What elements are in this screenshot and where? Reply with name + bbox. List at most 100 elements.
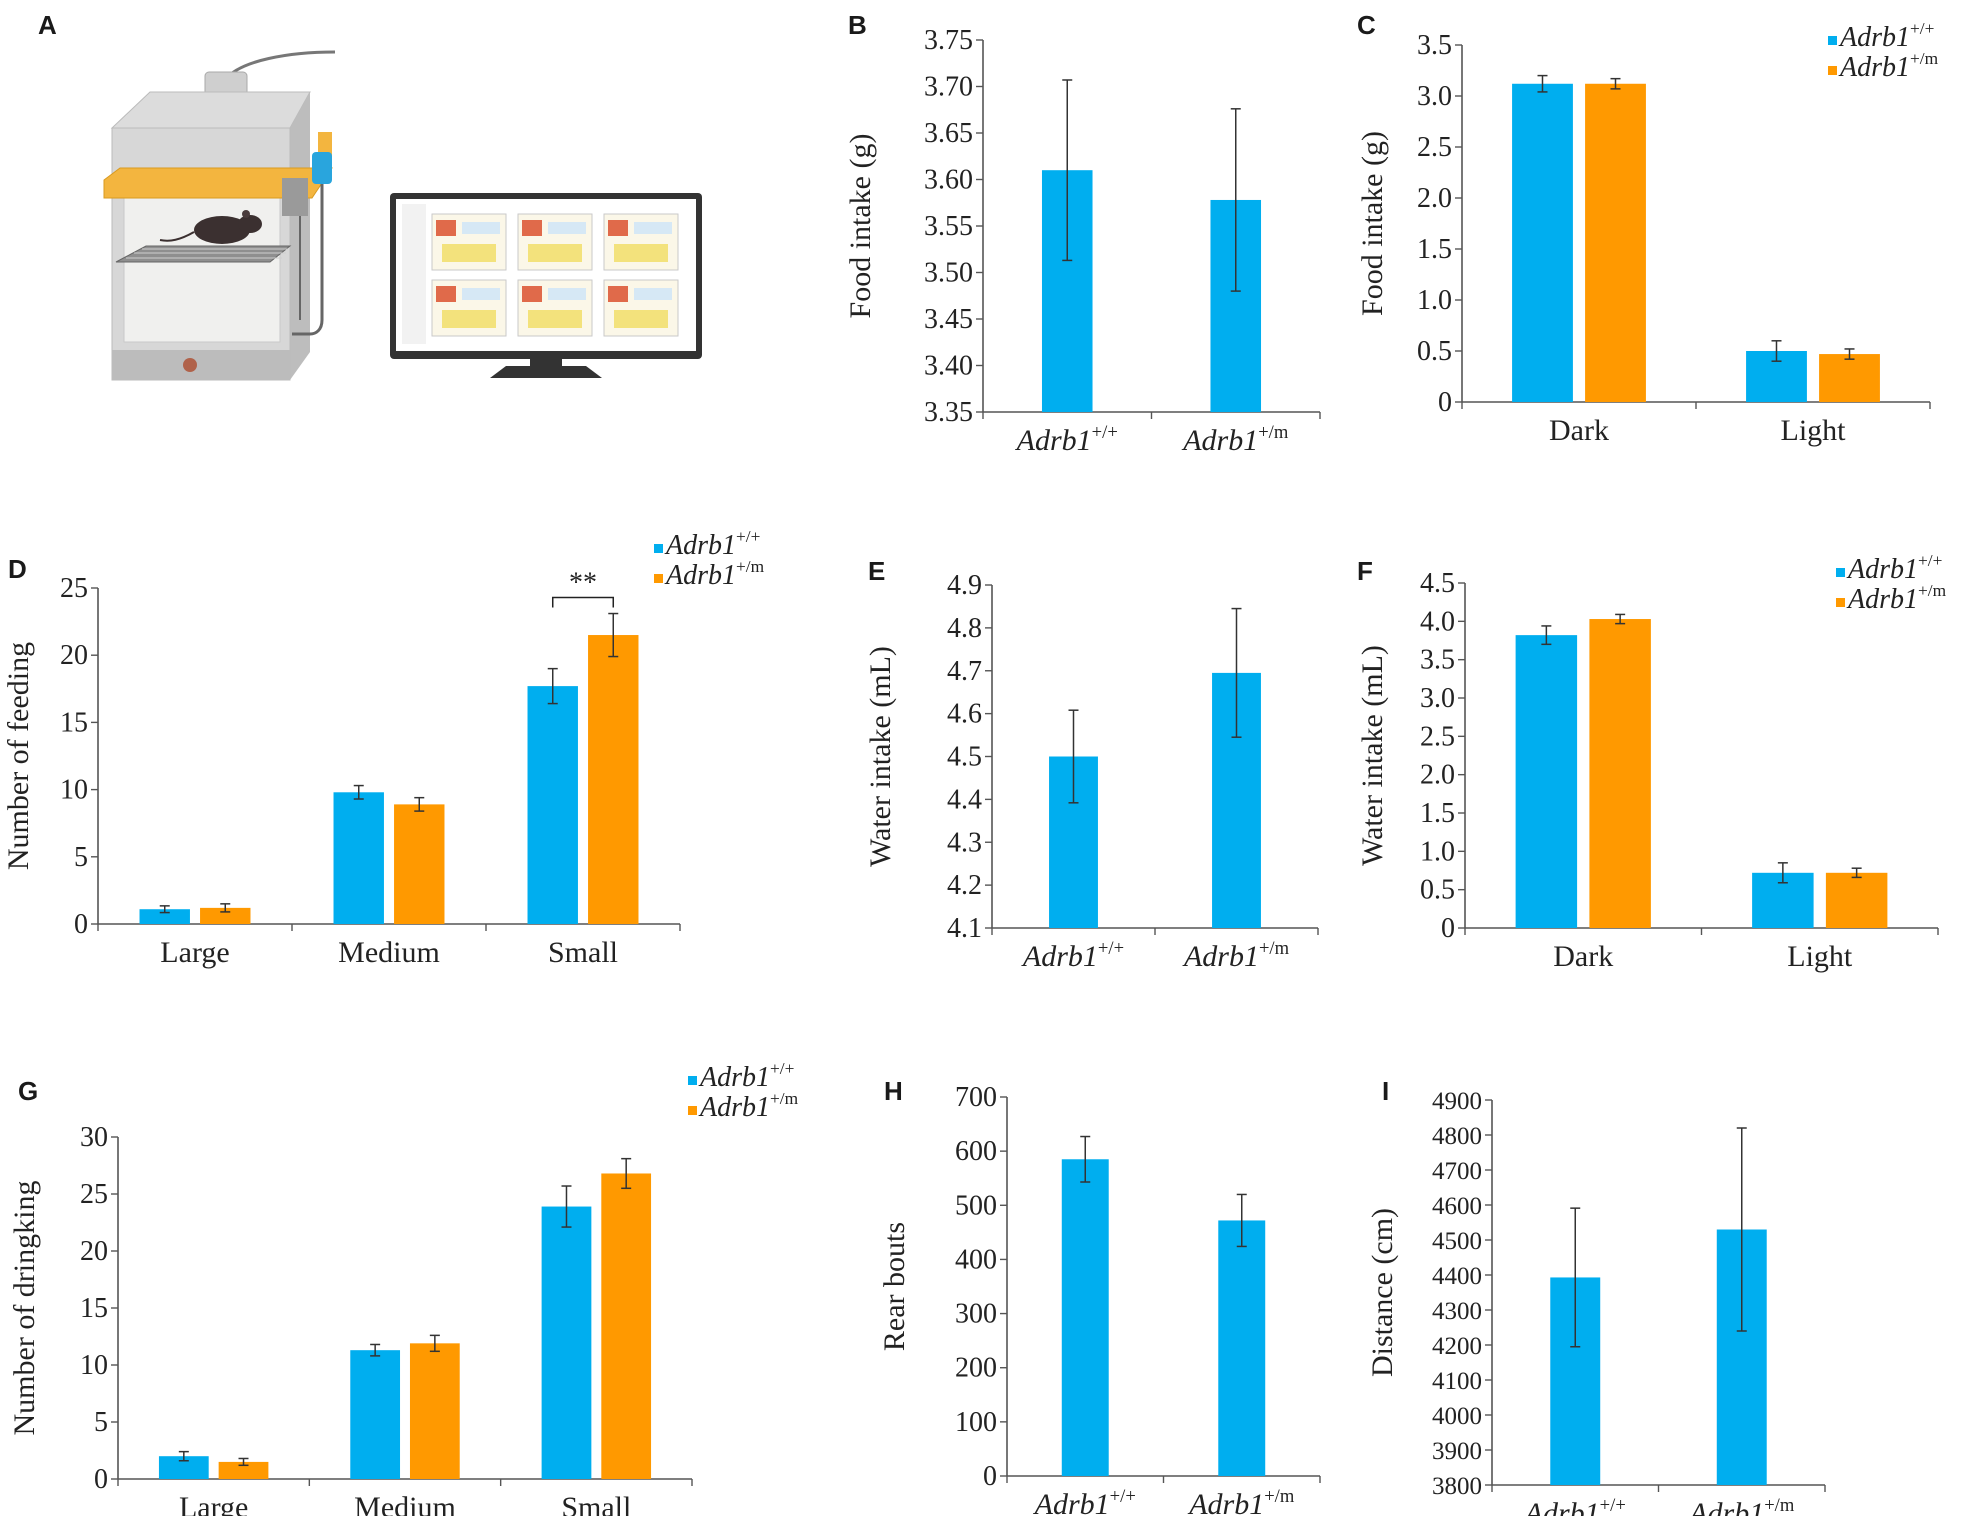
thumbnail-mark: [608, 220, 628, 236]
panel-letter-f: F: [1357, 556, 1373, 586]
legend-label: Adrb1+/+: [698, 1059, 794, 1093]
x-category-label: Large: [179, 1491, 248, 1516]
y-tick-label: 4.6: [947, 699, 982, 730]
mouse-body: [194, 216, 250, 244]
screen-content: [402, 204, 679, 344]
monitor-neck: [530, 359, 562, 367]
thumbnail-mark: [548, 288, 586, 300]
y-axis-label: Food intake (g): [1356, 131, 1389, 316]
x-category-label: Adrb1+/m: [1181, 422, 1289, 457]
y-tick-label: 300: [955, 1299, 997, 1330]
bar: [200, 907, 251, 924]
thumbnail-mark: [436, 286, 456, 302]
y-tick-label: 3.5: [1417, 30, 1452, 61]
legend-swatch: [688, 1106, 697, 1115]
y-tick-label: 700: [955, 1082, 997, 1113]
y-tick-label: 3.60: [924, 165, 973, 196]
x-category-label: Adrb1+/m: [1182, 938, 1290, 973]
panel-b: B 3.35 3.40 3.45 3.50 3.55 3.60 3.65 3.70 3.75 Foo…: [844, 10, 1321, 457]
panel-letter-b: B: [848, 10, 867, 40]
y-tick-label: 15: [60, 707, 88, 738]
x-category-label: Large: [160, 936, 229, 969]
panel-a: A: [38, 10, 702, 381]
y-tick-label: 2.0: [1417, 183, 1452, 214]
y-tick-label: 0: [1438, 387, 1452, 418]
y-tick-label: 2.5: [1417, 132, 1452, 163]
legend-label: Adrb1+/+: [664, 527, 760, 561]
bar: [158, 1456, 209, 1479]
panel-h: H 0 100 200 300 400 500 600 700 Rear bouts Adrb1+/…: [878, 1076, 1321, 1516]
x-category-label: Dark: [1549, 414, 1609, 447]
y-tick-label: 4500: [1432, 1228, 1482, 1255]
y-axis-label: Water intake (mL): [1356, 645, 1389, 866]
thumbnail-mark: [462, 288, 500, 300]
y-tick-label: 4200: [1432, 1333, 1482, 1360]
y-tick-label: 3.70: [924, 72, 973, 103]
panel-letter-d: D: [8, 554, 27, 584]
legend-swatch: [1828, 36, 1837, 45]
y-tick-label: 3.0: [1420, 683, 1455, 714]
y-axis-label: Number of dringking: [8, 1181, 41, 1436]
y-axis-label: Distance (cm): [1366, 1208, 1399, 1377]
thumbnail-mark: [522, 220, 542, 236]
significance-label: **: [569, 568, 597, 599]
thumbnail-mark: [614, 244, 668, 262]
y-tick-label: 3800: [1432, 1473, 1482, 1500]
y-tick-label: 4.0: [1420, 606, 1455, 637]
y-axis-label: Number of feeding: [2, 642, 35, 870]
bar: [1589, 619, 1651, 928]
x-category-label: Adrb1+/m: [1687, 1495, 1795, 1516]
y-tick-label: 200: [955, 1353, 997, 1384]
thumbnail-mark: [614, 310, 668, 328]
thumbnail-mark: [528, 244, 582, 262]
y-tick-label: 4.4: [947, 784, 982, 815]
thumbnail-mark: [548, 222, 586, 234]
x-category-label: Medium: [338, 936, 440, 969]
y-tick-label: 20: [80, 1236, 108, 1267]
thumbnail-mark: [436, 220, 456, 236]
legend-label: Adrb1+/m: [664, 557, 765, 591]
bar: [218, 1461, 269, 1479]
x-category-label: Small: [561, 1491, 631, 1516]
legend-swatch: [688, 1076, 697, 1085]
y-tick-label: 500: [955, 1190, 997, 1221]
panel-letter-h: H: [884, 1076, 903, 1106]
y-tick-label: 4.7: [947, 656, 982, 687]
panel-letter-a: A: [38, 10, 57, 40]
y-tick-label: 5: [74, 842, 88, 873]
thumbnail-mark: [522, 286, 542, 302]
y-tick-label: 3.55: [924, 211, 973, 242]
y-tick-label: 10: [80, 1350, 108, 1381]
bar: [601, 1173, 652, 1479]
bar: [541, 1206, 592, 1479]
y-tick-label: 3.75: [924, 25, 973, 56]
mouse-tail: [159, 231, 195, 242]
bar: [1061, 1159, 1109, 1476]
y-tick-label: 3.5: [1420, 645, 1455, 676]
y-tick-label: 1.5: [1420, 798, 1455, 829]
bar: [139, 909, 190, 924]
y-tick-label: 1.5: [1417, 234, 1452, 265]
grid-floor: [115, 245, 292, 263]
x-category-label: Small: [548, 936, 618, 969]
y-tick-label: 3900: [1432, 1438, 1482, 1465]
y-tick-label: 30: [80, 1122, 108, 1153]
mouse-head: [238, 215, 262, 233]
bar: [1512, 83, 1573, 402]
legend-swatch: [1836, 598, 1845, 607]
bar: [588, 635, 639, 924]
y-tick-label: 25: [60, 573, 88, 604]
y-axis-label: Rear bouts: [878, 1222, 911, 1351]
legend-label: Adrb1+/m: [698, 1089, 799, 1123]
thumbnail-mark: [462, 222, 500, 234]
bar: [1218, 1220, 1266, 1476]
y-tick-label: 25: [80, 1179, 108, 1210]
x-category-label: Adrb1+/+: [1523, 1495, 1626, 1516]
thumbnail-mark: [608, 286, 628, 302]
thumbnail-mark: [528, 310, 582, 328]
y-tick-label: 2.5: [1420, 721, 1455, 752]
x-category-label: Dark: [1553, 940, 1613, 973]
y-tick-label: 2.0: [1420, 760, 1455, 791]
legend-swatch: [1828, 66, 1837, 75]
